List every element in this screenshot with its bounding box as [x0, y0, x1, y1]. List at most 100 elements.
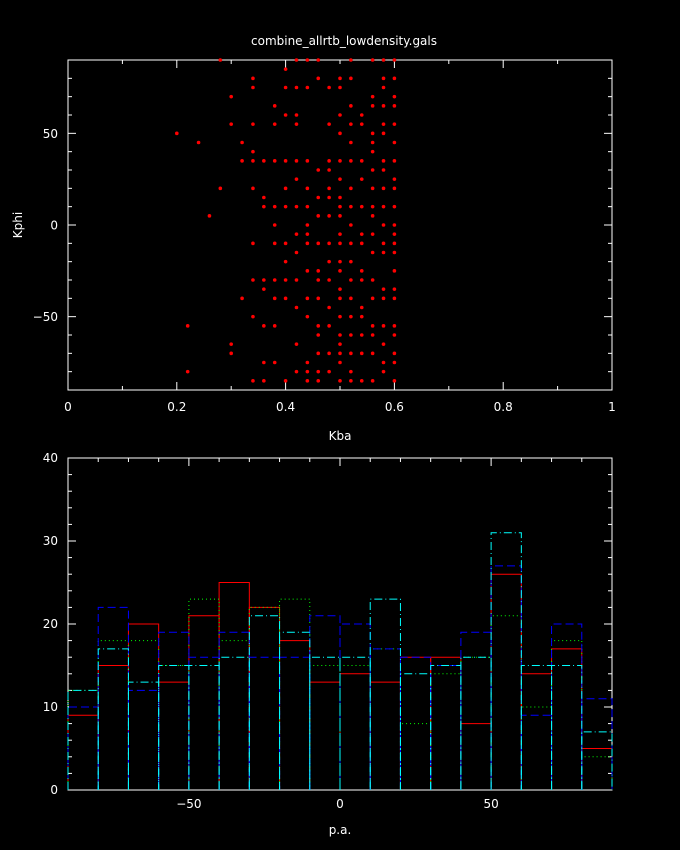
scatter-point — [272, 122, 277, 126]
scatter-point — [283, 113, 288, 117]
scatter-point — [218, 186, 223, 191]
scatter-point — [316, 269, 321, 273]
scatter-point — [370, 296, 375, 301]
scatter-point — [185, 324, 190, 328]
scatter-point — [359, 269, 364, 273]
scatter-point — [381, 159, 386, 163]
scatter-point — [338, 333, 342, 337]
histogram-bin — [218, 631, 250, 790]
histogram-bin — [309, 615, 341, 790]
scatter-point — [349, 58, 353, 62]
scatter-point — [229, 351, 233, 356]
scatter-point — [327, 214, 331, 218]
scatter-point — [316, 76, 321, 81]
scatter-point — [262, 324, 266, 328]
scatter-point — [381, 204, 386, 209]
scatter-point — [305, 58, 310, 62]
histogram-xlabel: p.a. — [329, 823, 352, 837]
scatter-point — [392, 122, 397, 126]
histogram-bin — [460, 631, 492, 790]
scatter-point — [283, 296, 288, 301]
histogram-bin — [309, 665, 341, 790]
scatter-point — [305, 223, 310, 227]
scatter-point — [316, 214, 321, 218]
scatter-point — [359, 314, 364, 319]
histogram-bin — [279, 598, 311, 790]
scatter-point — [305, 85, 310, 90]
chart-title: combine_allrtb_lowdensity.gals — [251, 34, 437, 48]
scatter-point — [370, 186, 375, 191]
scatter-point — [381, 296, 386, 301]
histogram-xtick-label: 0 — [336, 797, 344, 811]
histogram-bin — [581, 748, 613, 790]
scatter-point — [349, 351, 353, 356]
scatter-point — [294, 305, 299, 310]
scatter-point — [305, 186, 310, 191]
scatter-point — [359, 159, 364, 163]
scatter-point — [392, 232, 397, 236]
scatter-point — [240, 296, 244, 301]
scatter-point — [272, 278, 277, 282]
histogram-bin — [248, 656, 281, 790]
scatter-point — [272, 223, 277, 227]
histogram-bin — [581, 698, 613, 790]
scatter-point — [327, 241, 331, 246]
scatter-point — [381, 85, 386, 90]
histogram-bin — [127, 689, 160, 790]
scatter-point — [272, 296, 277, 301]
scatter-point — [392, 379, 397, 383]
scatter-point — [370, 58, 375, 62]
scatter-point — [359, 305, 364, 310]
scatter-point — [327, 278, 331, 282]
histogram-ytick-label: 20 — [43, 617, 58, 631]
scatter-point — [349, 159, 353, 163]
scatter-frame — [67, 59, 613, 391]
scatter-point — [251, 314, 255, 319]
scatter-point — [338, 259, 342, 264]
scatter-point — [283, 67, 288, 71]
histogram-bin — [279, 656, 311, 790]
histogram-ytick-label: 10 — [43, 700, 58, 714]
scatter-point — [316, 369, 321, 374]
histogram-bin — [520, 673, 553, 790]
scatter-point — [283, 85, 288, 90]
scatter-point — [327, 369, 331, 374]
scatter-point — [327, 159, 331, 163]
scatter-point — [370, 214, 375, 218]
scatter-point — [305, 369, 310, 374]
histogram-bin — [67, 689, 99, 790]
scatter-point — [370, 324, 375, 328]
scatter-point — [349, 241, 353, 246]
histogram-bin — [188, 598, 220, 790]
histogram-bin — [127, 623, 160, 790]
scatter-point — [283, 204, 288, 209]
scatter-ytick-label: 50 — [43, 127, 58, 141]
scatter-point — [262, 195, 266, 200]
scatter-point — [359, 379, 364, 383]
scatter-point — [327, 85, 331, 90]
histogram-bin — [339, 656, 371, 790]
scatter-point — [338, 360, 342, 365]
scatter-point — [392, 269, 397, 273]
scatter-point — [370, 379, 375, 383]
scatter-point — [262, 360, 266, 365]
scatter-point — [381, 369, 386, 374]
scatter-point — [175, 131, 179, 136]
histogram-bin — [248, 606, 281, 790]
histogram-bin — [430, 665, 462, 790]
histogram-bin — [430, 656, 462, 790]
scatter-point — [359, 204, 364, 209]
scatter-point — [381, 250, 386, 255]
scatter-point — [327, 122, 331, 126]
scatter-point — [294, 113, 299, 117]
scatter-point — [392, 250, 397, 255]
scatter-point — [338, 342, 342, 346]
scatter-point — [349, 379, 353, 383]
scatter-point — [338, 232, 342, 236]
histogram-bin — [399, 723, 432, 790]
scatter-points — [175, 58, 397, 383]
scatter-point — [283, 259, 288, 264]
scatter-ticks — [67, 59, 613, 391]
histogram-ytick-label: 30 — [43, 534, 58, 548]
scatter-point — [196, 140, 201, 145]
